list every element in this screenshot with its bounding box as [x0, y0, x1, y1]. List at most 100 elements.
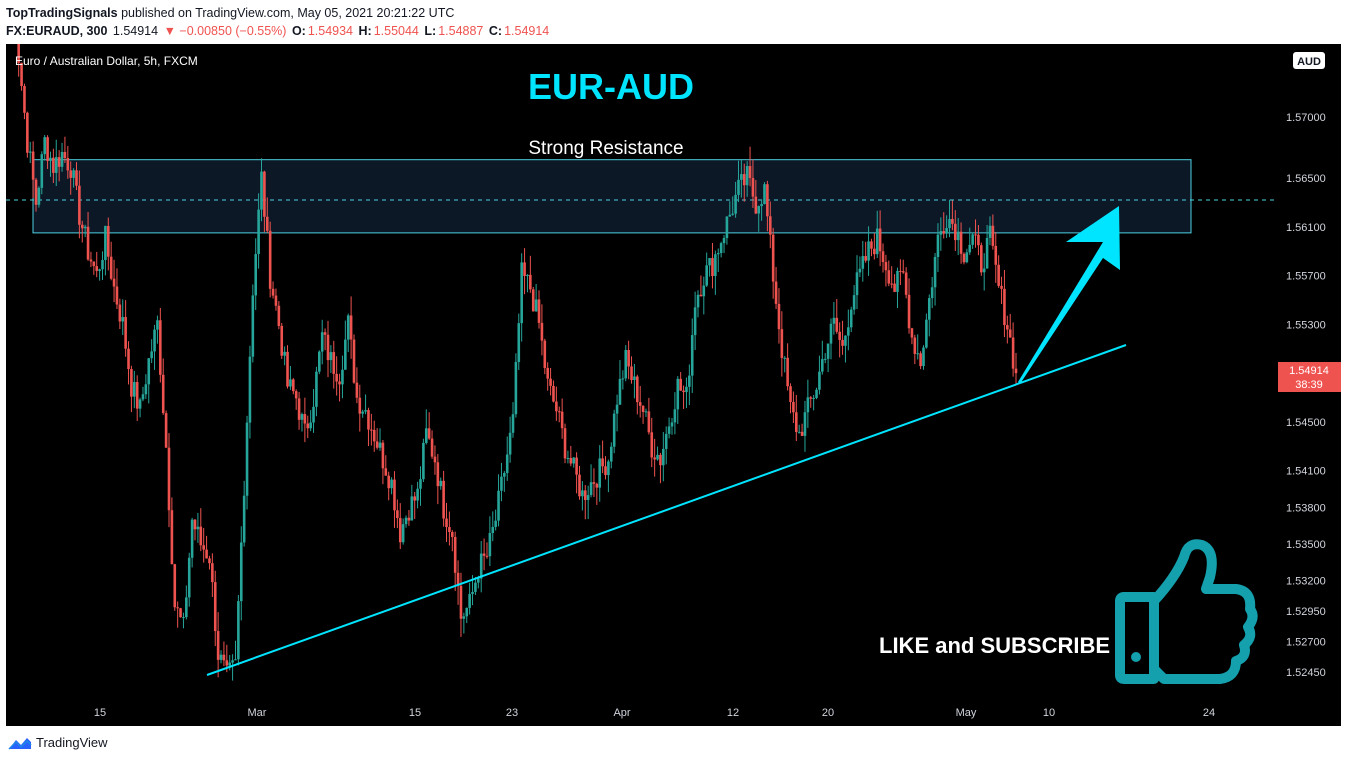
candle — [861, 240, 865, 282]
candle-body — [370, 429, 373, 431]
candle-body — [453, 536, 457, 573]
candle — [566, 450, 570, 464]
candle — [575, 452, 578, 494]
candle — [52, 148, 55, 183]
candle-body — [280, 325, 284, 356]
candle-body — [199, 526, 203, 546]
candle — [951, 200, 954, 231]
candle — [156, 315, 159, 344]
candle-body — [555, 401, 558, 412]
currency-badge[interactable]: AUD — [1293, 52, 1325, 69]
candle — [344, 320, 347, 370]
candle — [549, 367, 552, 396]
candle-body — [962, 253, 966, 263]
candle — [456, 560, 460, 605]
candle — [254, 238, 258, 311]
chart-title: EUR-AUD — [528, 66, 694, 107]
candle-body — [636, 376, 639, 403]
candle-body — [653, 457, 656, 460]
candle-body — [899, 270, 902, 272]
candle — [167, 433, 171, 528]
candle-body — [540, 322, 544, 341]
candle — [849, 306, 853, 333]
tradingview-logo-icon[interactable] — [8, 736, 32, 750]
candle — [219, 650, 223, 664]
candle — [439, 477, 443, 490]
candle-body — [283, 351, 286, 356]
y-tick-label: 1.55300 — [1286, 319, 1326, 331]
candle — [306, 415, 310, 439]
candle — [855, 255, 859, 310]
candle-body — [367, 410, 370, 430]
candle-body — [893, 283, 896, 292]
candle-body — [959, 231, 963, 254]
candle-body — [196, 526, 200, 530]
candle — [777, 288, 781, 344]
candle-body — [523, 262, 526, 277]
candle — [361, 409, 364, 418]
candle — [320, 319, 324, 365]
candle — [349, 296, 353, 359]
price-tag-countdown: 38:39 — [1295, 379, 1323, 391]
candle-body — [511, 414, 515, 433]
candle-body — [124, 317, 127, 349]
candle-body — [716, 253, 720, 255]
candle — [176, 601, 179, 628]
candle-body — [193, 519, 197, 530]
chart-panel[interactable]: 1.57000 1.56500 1.56100 1.55700 1.55300 1.545… — [6, 44, 1341, 726]
candle — [815, 387, 818, 400]
candle — [407, 509, 411, 526]
chart-canvas[interactable]: 1.57000 1.56500 1.56100 1.55700 1.55300 1.545… — [6, 44, 1341, 726]
candle-body — [326, 334, 330, 361]
candle — [503, 471, 506, 492]
candle-body — [133, 382, 136, 397]
candle — [809, 396, 813, 408]
candle — [511, 402, 515, 438]
candle — [37, 186, 41, 208]
candle — [286, 345, 289, 389]
candle — [237, 594, 240, 666]
candle — [104, 225, 107, 276]
candle — [560, 398, 564, 439]
candle — [294, 389, 298, 410]
candle — [864, 241, 867, 263]
candle-body — [757, 206, 761, 214]
candle-body — [771, 234, 775, 282]
candle — [127, 341, 130, 385]
candle — [491, 511, 495, 542]
candle — [783, 356, 787, 373]
candle-body — [1011, 337, 1015, 369]
candle — [607, 459, 610, 493]
candle — [161, 358, 165, 415]
candle-body — [450, 532, 454, 537]
candle — [823, 353, 827, 364]
candle — [341, 355, 344, 399]
footer-brand[interactable]: TradingView — [36, 735, 108, 750]
candle — [23, 83, 26, 120]
candle-body — [777, 303, 781, 330]
x-tick-label: 15 — [409, 707, 421, 719]
candle-body — [37, 187, 41, 205]
candle-body — [161, 374, 165, 414]
candle — [375, 428, 379, 450]
candle-body — [23, 85, 26, 113]
candle-body — [861, 256, 865, 269]
candle-body — [164, 413, 168, 448]
candle-body — [621, 378, 625, 380]
publisher-name[interactable]: TopTradingSignals — [6, 6, 118, 20]
candle — [49, 151, 52, 177]
candle — [708, 257, 711, 277]
candle — [904, 267, 908, 299]
candle — [884, 254, 888, 287]
candle — [927, 294, 931, 337]
candle-body — [474, 582, 477, 592]
candle-body — [190, 519, 194, 558]
candle-body — [696, 294, 700, 308]
candle-body — [844, 335, 847, 346]
candle-body — [933, 256, 937, 288]
candle — [277, 301, 281, 330]
candle — [722, 235, 726, 254]
candle-body — [878, 228, 882, 252]
candle — [485, 542, 489, 559]
candle — [78, 170, 81, 239]
